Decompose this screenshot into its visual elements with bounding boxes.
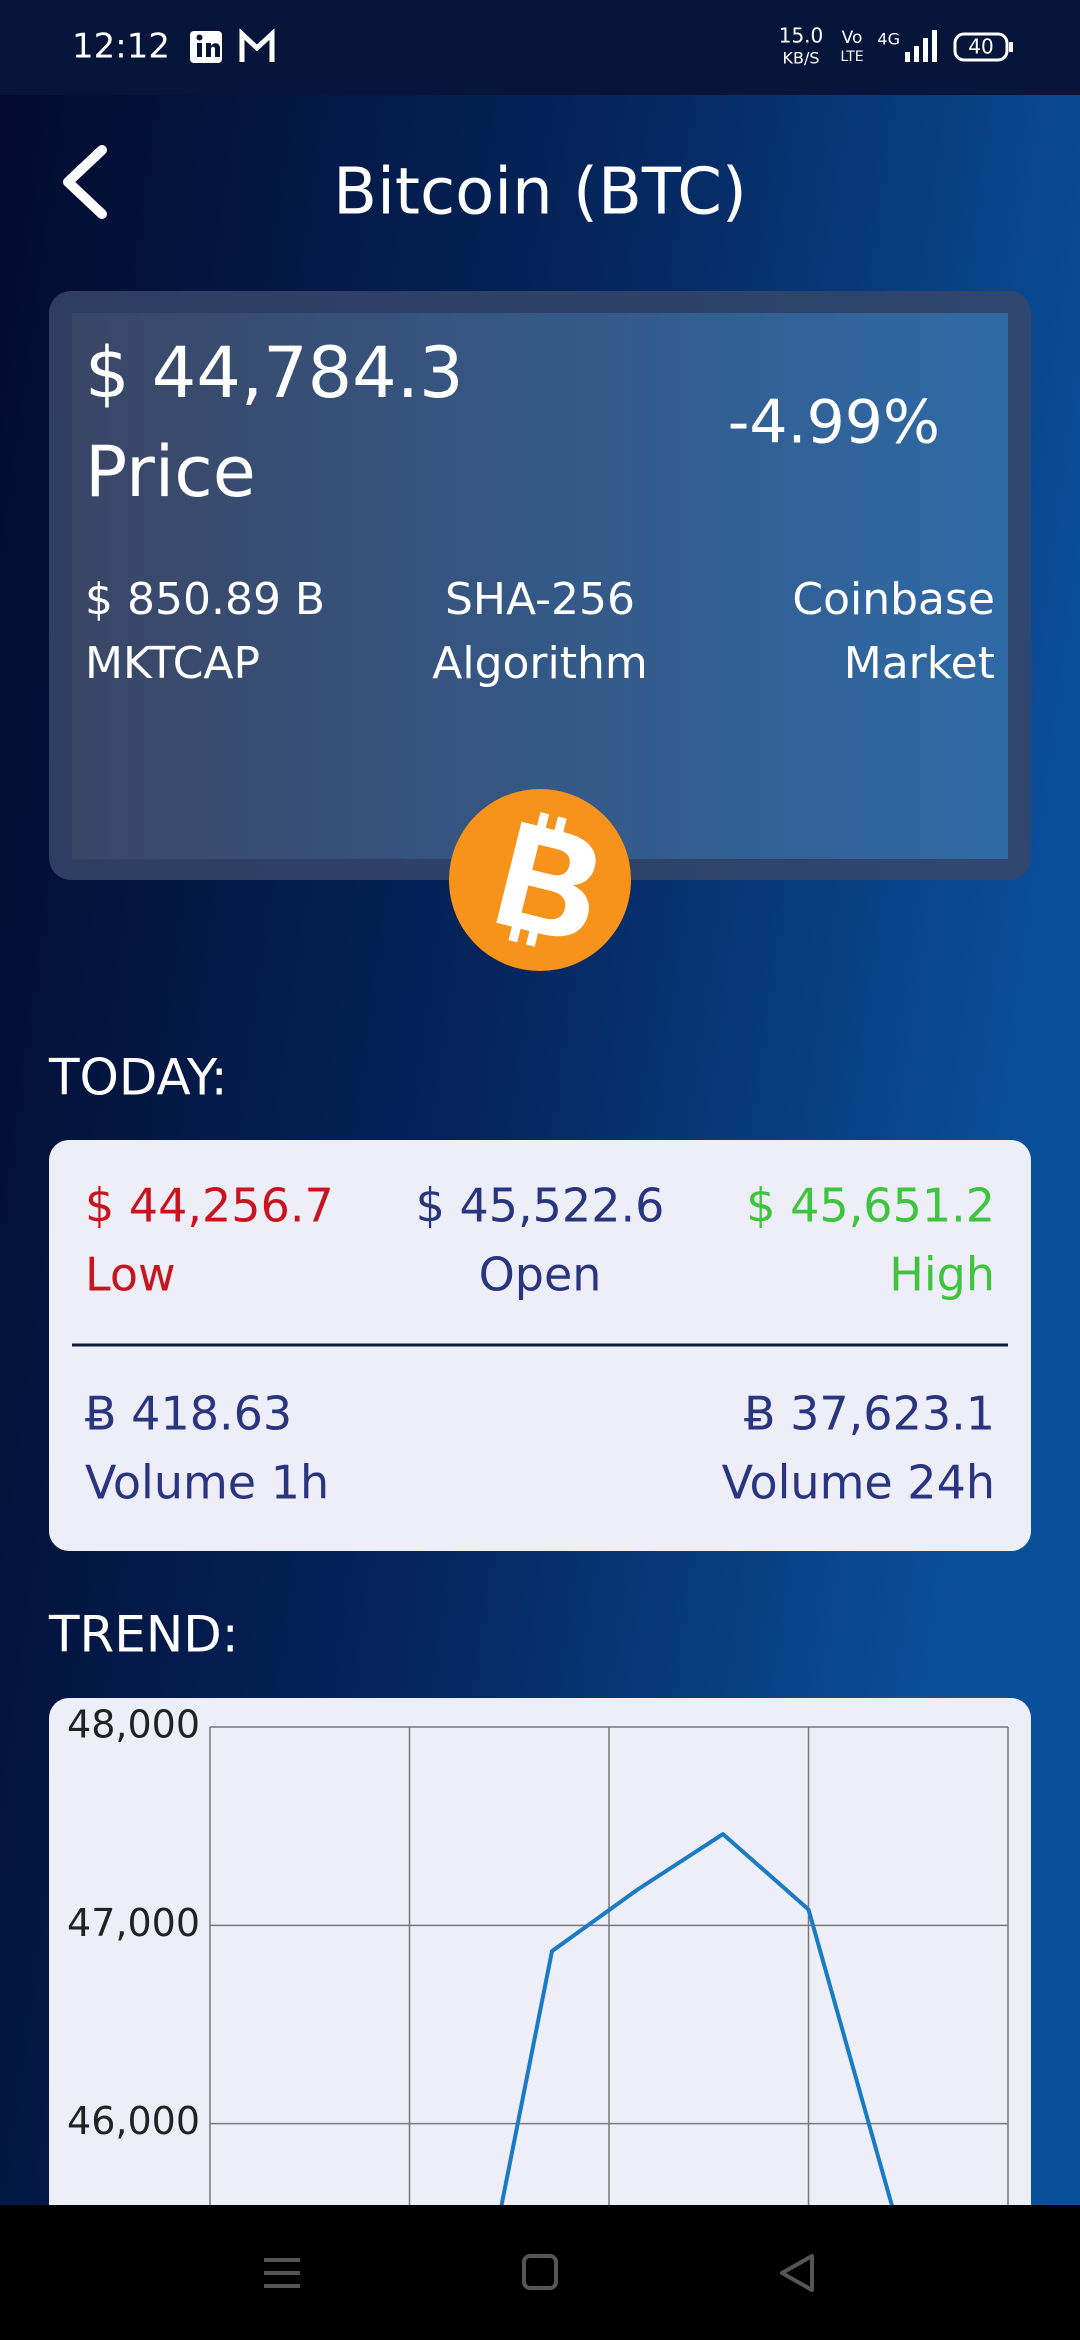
gmail-icon [239,28,275,62]
trend-title: TREND: [48,1606,239,1664]
y-tick-label: 47,000 [67,1901,200,1945]
volte-lte: LTE [840,49,863,65]
signal-icon [905,30,937,62]
low-price: $ 44,256.7 [85,1179,334,1233]
back-nav-button[interactable] [780,2254,814,2292]
net-speed-unit: KB/S [782,49,819,68]
net-speed: 15.0 [779,24,824,48]
nav-icons [264,2254,814,2292]
volte: Vo [842,28,863,48]
high-price: $ 45,651.2 [746,1179,995,1233]
status-time: 12:12 [72,27,170,67]
menu-button[interactable] [264,2258,300,2288]
price-label: Price [85,431,256,513]
battery-icon [953,32,1009,62]
bitcoin-logo [449,789,631,971]
volume-1h: Ƀ 418.63 [85,1387,292,1441]
price-change: -4.99% [728,388,940,458]
algorithm: SHA-256 [445,574,635,625]
open-price: $ 45,522.6 [416,1179,665,1233]
trend-line [499,1832,894,2205]
algorithm-label: Algorithm [432,638,648,689]
status-bar [0,0,1080,95]
market-label: Market [844,638,995,689]
network-type: 4G [877,30,900,49]
price: $ 44,784.3 [85,332,464,414]
home-button[interactable] [522,2254,558,2290]
linkedin-icon [190,31,222,63]
mktcap-label: MKTCAP [85,638,260,689]
low-label: Low [85,1248,176,1302]
back-button[interactable] [63,145,107,219]
y-tick-label: 46,000 [67,2099,200,2143]
open-label: Open [479,1248,602,1302]
page-title: Bitcoin (BTC) [333,156,747,230]
market: Coinbase [792,574,995,625]
battery-tip [1009,42,1013,52]
summary-card-inner [72,313,1008,859]
volume-24h: Ƀ 37,623.1 [744,1387,995,1441]
volume-24h-label: Volume 24h [722,1456,995,1510]
volume-1h-label: Volume 1h [85,1456,329,1510]
high-label: High [889,1248,995,1302]
y-tick-label: 48,000 [67,1703,200,1747]
nav-bar [0,2205,1080,2340]
today-title: TODAY: [48,1049,228,1107]
mktcap: $ 850.89 B [85,574,325,625]
battery-level: 40 [968,35,993,59]
trend-chart: 46,000 47,000 48,000 [67,1703,1009,2205]
